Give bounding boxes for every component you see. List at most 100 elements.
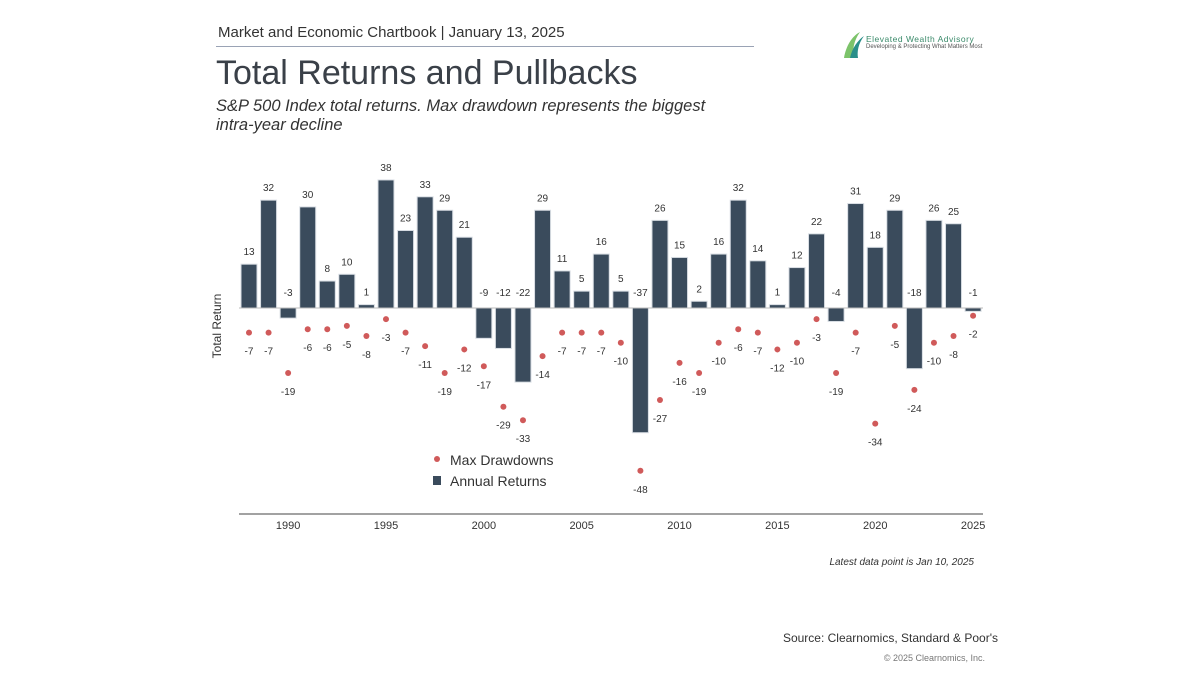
bar-2018 — [827, 307, 845, 322]
drawdown-dot-1996 — [402, 329, 409, 336]
bar-label-1989: 32 — [263, 183, 275, 194]
drawdown-label-2016: -10 — [790, 357, 805, 368]
bar-label-1995: 38 — [380, 163, 392, 174]
bar-2025 — [964, 307, 982, 312]
bar-label-2007: 5 — [618, 274, 624, 285]
x-tick-2025: 2025 — [961, 520, 985, 532]
bar-1994 — [357, 304, 375, 309]
drawdown-label-2013: -6 — [734, 343, 743, 354]
bar-1999 — [455, 236, 473, 309]
bar-label-2013: 32 — [733, 183, 745, 194]
bar-2021 — [886, 209, 904, 309]
bar-label-2017: 22 — [811, 217, 823, 228]
drawdown-dot-2001 — [500, 403, 507, 410]
drawdown-label-1990: -19 — [281, 387, 296, 398]
bar-label-2024: 25 — [948, 207, 960, 218]
drawdown-label-2004: -7 — [558, 347, 567, 358]
drawdown-dot-2003 — [539, 353, 546, 360]
drawdown-label-2007: -10 — [614, 357, 629, 368]
bar-label-2018: -4 — [832, 288, 841, 299]
bar-2023 — [925, 219, 943, 309]
x-tick-2010: 2010 — [667, 520, 691, 532]
bar-2010 — [671, 256, 689, 309]
bar-1998 — [436, 209, 454, 309]
drawdown-label-2015: -12 — [770, 363, 785, 374]
bar-label-2011: 2 — [696, 284, 702, 295]
header-divider — [216, 46, 754, 47]
drawdown-label-2009: -27 — [653, 414, 668, 425]
logo-icon — [844, 32, 864, 58]
bar-label-1999: 21 — [459, 220, 471, 231]
drawdown-label-2011: -19 — [692, 387, 707, 398]
bar-1992 — [318, 280, 336, 309]
drawdown-dot-2015 — [774, 346, 781, 353]
drawdown-dot-2016 — [793, 339, 800, 346]
legend-swatch-annual-returns — [433, 476, 441, 485]
drawdown-label-2024: -8 — [949, 350, 958, 361]
bar-2001 — [494, 307, 512, 349]
bar-label-2006: 16 — [596, 237, 608, 248]
bar-2009 — [651, 219, 669, 309]
bar-label-2023: 26 — [928, 203, 940, 214]
drawdown-dot-2024 — [950, 332, 957, 339]
drawdown-label-1988: -7 — [245, 347, 254, 358]
bar-1991 — [299, 206, 317, 309]
source-text: Source: Clearnomics, Standard & Poor's — [782, 631, 998, 645]
bar-label-2019: 31 — [850, 187, 862, 198]
drawdown-label-1991: -6 — [303, 343, 312, 354]
bar-label-2002: -22 — [516, 288, 531, 299]
bar-2000 — [475, 307, 493, 339]
bar-label-2020: 18 — [870, 230, 882, 241]
drawdown-dot-2017 — [813, 316, 820, 323]
drawdown-label-2003: -14 — [535, 370, 550, 381]
bar-label-1993: 10 — [341, 257, 353, 268]
logo-tagline: Developing & Protecting What Matters Mos… — [866, 44, 983, 50]
bar-2015 — [768, 304, 786, 309]
bar-label-2025: -1 — [969, 288, 978, 299]
drawdown-dot-1988 — [246, 329, 252, 336]
drawdown-dot-1992 — [324, 326, 331, 333]
bar-2007 — [612, 290, 630, 309]
drawdown-dot-2006 — [598, 329, 605, 336]
page-title: Total Returns and Pullbacks — [216, 54, 638, 92]
drawdown-dot-2009 — [656, 396, 663, 403]
y-axis-label: Total Return — [210, 294, 224, 359]
drawdown-label-2002: -33 — [516, 434, 531, 445]
drawdown-dot-2008 — [637, 467, 644, 474]
bar-2008 — [631, 307, 649, 434]
drawdown-label-1999: -12 — [457, 363, 472, 374]
bar-label-1988: 13 — [243, 247, 255, 258]
legend-dot-max-drawdowns — [434, 456, 440, 462]
legend-label-max-drawdowns: Max Drawdowns — [450, 452, 553, 468]
bar-label-2000: -9 — [479, 288, 488, 299]
bar-1989 — [260, 199, 278, 309]
chartbook-header: Market and Economic Chartbook | January … — [218, 24, 565, 41]
drawdown-dot-1989 — [265, 329, 272, 336]
drawdown-dot-1995 — [382, 316, 389, 323]
drawdown-label-2000: -17 — [477, 380, 492, 391]
bar-2019 — [847, 203, 865, 309]
drawdown-dot-1990 — [285, 370, 292, 377]
bar-label-2014: 14 — [752, 244, 764, 255]
drawdown-dot-2002 — [519, 417, 526, 424]
drawdown-label-2008: -48 — [633, 485, 648, 496]
drawdown-label-1998: -19 — [437, 387, 452, 398]
legend: Max Drawdowns Annual Returns — [433, 452, 553, 489]
bar-label-1997: 33 — [420, 180, 432, 191]
drawdown-dot-2019 — [852, 329, 859, 336]
drawdown-label-2022: -24 — [907, 404, 922, 415]
drawdown-label-2019: -7 — [851, 347, 860, 358]
drawdown-dot-2023 — [930, 339, 937, 346]
bar-label-1992: 8 — [324, 264, 330, 275]
bar-2020 — [866, 246, 884, 309]
drawdown-label-1993: -5 — [342, 340, 351, 351]
legend-label-annual-returns: Annual Returns — [450, 473, 547, 489]
bar-2017 — [808, 233, 826, 309]
x-tick-2020: 2020 — [863, 520, 887, 532]
drawdown-label-2020: -34 — [868, 438, 883, 449]
drawdown-dot-2013 — [735, 326, 742, 333]
drawdown-label-2014: -7 — [753, 347, 762, 358]
bar-2002 — [514, 307, 532, 383]
page-subtitle: S&P 500 Index total returns. Max drawdow… — [216, 97, 706, 134]
bar-1995 — [377, 179, 395, 309]
